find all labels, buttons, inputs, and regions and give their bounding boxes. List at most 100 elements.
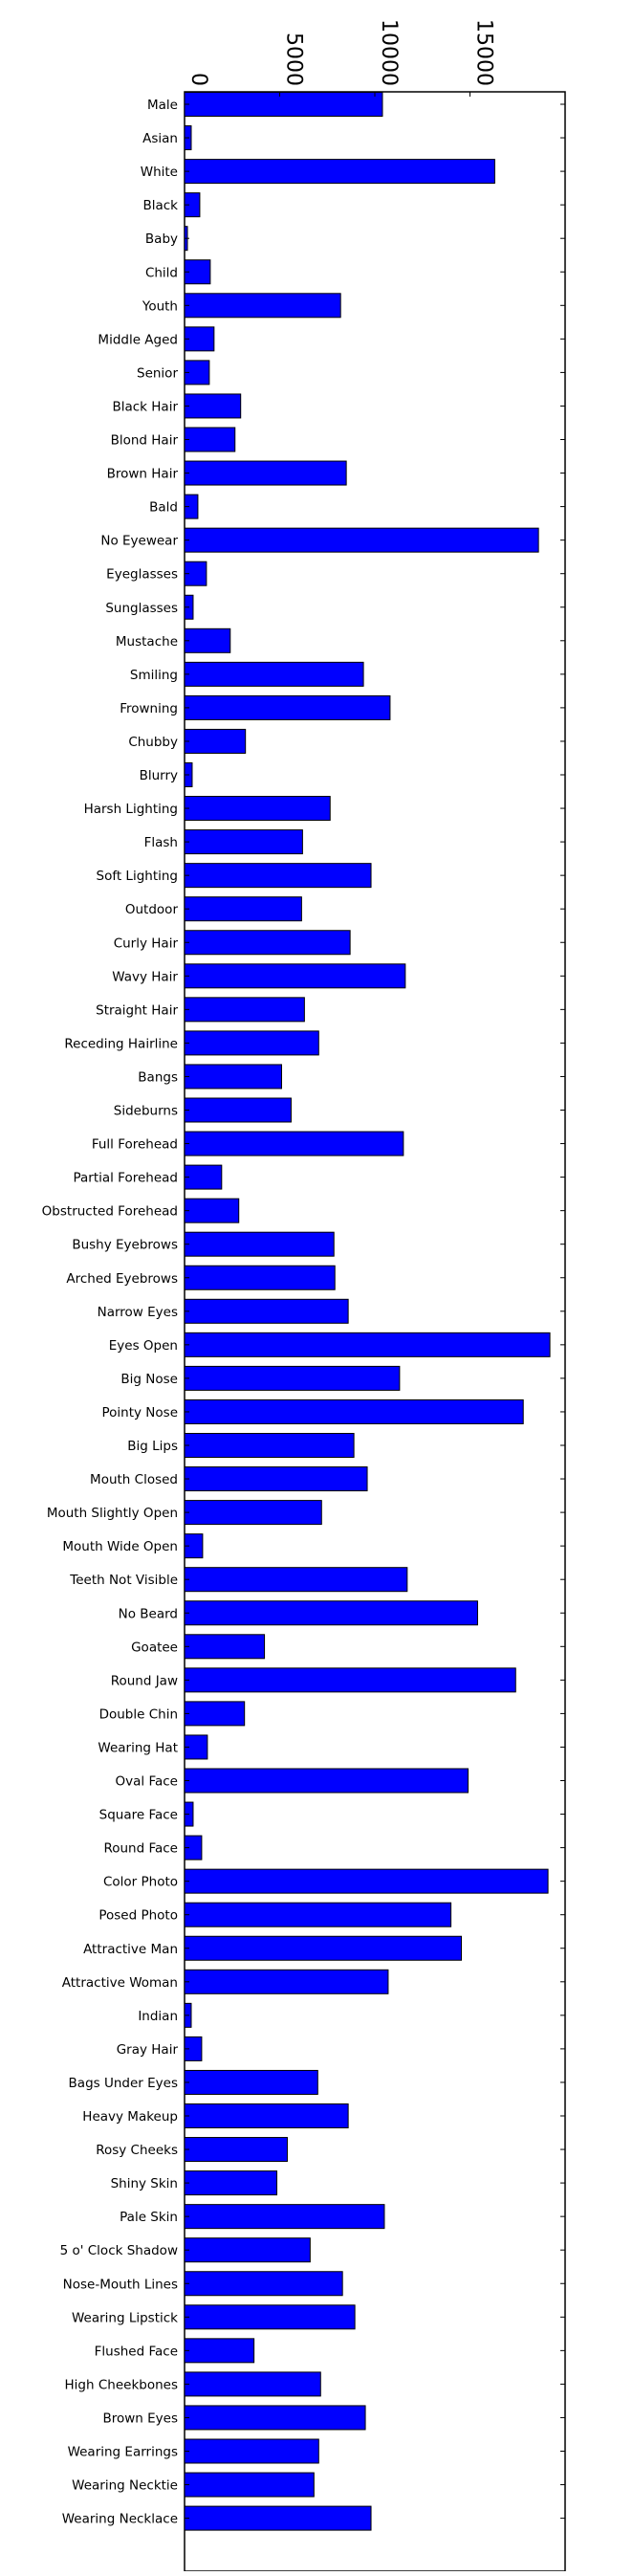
bar-outdoor [184, 896, 302, 922]
bar-attractive-woman [184, 1969, 389, 1994]
category-label-no-eyewear: No Eyewear [100, 534, 178, 549]
category-label-eyeglasses: Eyeglasses [106, 567, 178, 583]
category-label-square-face: Square Face [99, 1808, 178, 1823]
category-label-sideburns: Sideburns [114, 1104, 178, 1119]
category-label-harsh-lighting: Harsh Lighting [84, 802, 178, 817]
category-label-big-lips: Big Lips [127, 1439, 178, 1454]
category-label-brown-eyes: Brown Eyes [102, 2411, 178, 2426]
category-label-white: White [141, 165, 178, 180]
bar-mustache [184, 627, 231, 653]
category-label-flushed-face: Flushed Face [95, 2344, 178, 2359]
bar-round-jaw [184, 1667, 516, 1693]
bar-high-cheekbones [184, 2371, 321, 2397]
bar-frowning [184, 694, 391, 720]
bar-mouth-closed [184, 1466, 368, 1492]
category-label-goatee: Goatee [131, 1640, 178, 1655]
bar-obstructed-forehead [184, 1198, 240, 1223]
category-label-indian: Indian [138, 2009, 178, 2024]
category-label-narrow-eyes: Narrow Eyes [98, 1305, 178, 1320]
category-label-brown-hair: Brown Hair [107, 467, 179, 482]
bar-white [184, 159, 495, 185]
bar-sideburns [184, 1097, 292, 1123]
category-label-high-cheekbones: High Cheekbones [65, 2377, 178, 2392]
category-label-black-hair: Black Hair [112, 399, 178, 414]
category-label-partial-forehead: Partial Forehead [73, 1171, 178, 1186]
x-axis-group: 0 5000 10000 15000 [184, 19, 496, 97]
bar-5-o-clock-shadow [184, 2237, 311, 2263]
category-label-big-nose: Big Nose [120, 1372, 178, 1387]
bar-nose-mouth-lines [184, 2271, 343, 2297]
category-label-double-chin: Double Chin [99, 1706, 178, 1722]
category-label-wearing-hat: Wearing Hat [98, 1740, 178, 1755]
category-label-mustache: Mustache [116, 634, 178, 650]
bar-receding-hairline [184, 1030, 319, 1056]
bar-shiny-skin [184, 2170, 278, 2196]
bar-male [184, 92, 383, 117]
bar-goatee [184, 1634, 266, 1660]
category-label-chubby: Chubby [128, 735, 178, 750]
bar-partial-forehead [184, 1164, 223, 1190]
category-label-youth: Youth [142, 298, 178, 314]
bar-teeth-not-visible [184, 1567, 408, 1593]
category-label-wearing-earrings: Wearing Earrings [68, 2445, 178, 2460]
category-label-heavy-makeup: Heavy Makeup [82, 2109, 178, 2125]
category-label-round-jaw: Round Jaw [111, 1673, 178, 1688]
bar-attractive-man [184, 1935, 463, 1961]
category-label-receding-hairline: Receding Hairline [64, 1036, 178, 1051]
bar-youth [184, 293, 341, 319]
category-label-arched-eyebrows: Arched Eyebrows [66, 1271, 178, 1287]
category-label-asian: Asian [142, 131, 178, 146]
category-label-pointy-nose: Pointy Nose [102, 1405, 179, 1420]
bar-wearing-lipstick [184, 2304, 356, 2330]
category-label-sunglasses: Sunglasses [105, 601, 178, 616]
bar-bushy-eyebrows [184, 1231, 335, 1257]
category-label-color-photo: Color Photo [103, 1875, 178, 1890]
category-label-teeth-not-visible: Teeth Not Visible [69, 1573, 178, 1588]
category-label-bags-under-eyes: Bags Under Eyes [69, 2076, 178, 2091]
bar-big-lips [184, 1433, 355, 1458]
bar-blond-hair [184, 427, 236, 452]
bar-double-chin [184, 1701, 246, 1727]
category-label-no-beard: No Beard [119, 1606, 178, 1621]
category-label-wearing-necktie: Wearing Necktie [72, 2478, 178, 2494]
bar-brown-eyes [184, 2405, 366, 2431]
category-label-wearing-necklace: Wearing Necklace [62, 2512, 178, 2527]
category-label-wearing-lipstick: Wearing Lipstick [72, 2310, 178, 2325]
bar-no-eyewear [184, 527, 539, 553]
bar-pale-skin [184, 2204, 385, 2230]
bar-arched-eyebrows [184, 1265, 336, 1290]
category-label-bushy-eyebrows: Bushy Eyebrows [72, 1238, 178, 1253]
category-label-frowning: Frowning [120, 701, 178, 716]
category-label-wavy-hair: Wavy Hair [112, 969, 178, 984]
x-tick-label: 10000 [377, 19, 401, 86]
bar-wavy-hair [184, 963, 406, 989]
category-label-bald: Bald [149, 500, 178, 516]
bar-chubby [184, 728, 247, 754]
category-label-senior: Senior [137, 365, 178, 381]
bar-wearing-earrings [184, 2438, 319, 2464]
category-label-blurry: Blurry [140, 768, 178, 783]
bar-pointy-nose [184, 1398, 524, 1424]
category-label-round-face: Round Face [103, 1841, 178, 1857]
bar-curly-hair [184, 930, 351, 956]
bar-straight-hair [184, 997, 305, 1023]
category-label-obstructed-forehead: Obstructed Forehead [42, 1204, 178, 1220]
bar-flash [184, 829, 303, 855]
category-label-attractive-man: Attractive Man [83, 1942, 178, 1957]
bar-wearing-necklace [184, 2505, 372, 2531]
bar-child [184, 259, 211, 285]
bar-bangs [184, 1064, 282, 1090]
category-label-curly-hair: Curly Hair [114, 936, 179, 951]
bar-heavy-makeup [184, 2103, 349, 2128]
category-labels-group: Male Asian White Black Baby Child Youth Middle … [42, 98, 565, 2527]
bar-bags-under-eyes [184, 2069, 318, 2095]
category-label-full-forehead: Full Forehead [92, 1137, 178, 1153]
bar-posed-photo [184, 1902, 452, 1927]
category-label-soft-lighting: Soft Lighting [97, 869, 179, 884]
bar-narrow-eyes [184, 1298, 349, 1324]
x-tick-label: 5000 [282, 33, 306, 86]
bar-soft-lighting [184, 863, 372, 889]
bar-rosy-cheeks [184, 2137, 288, 2163]
